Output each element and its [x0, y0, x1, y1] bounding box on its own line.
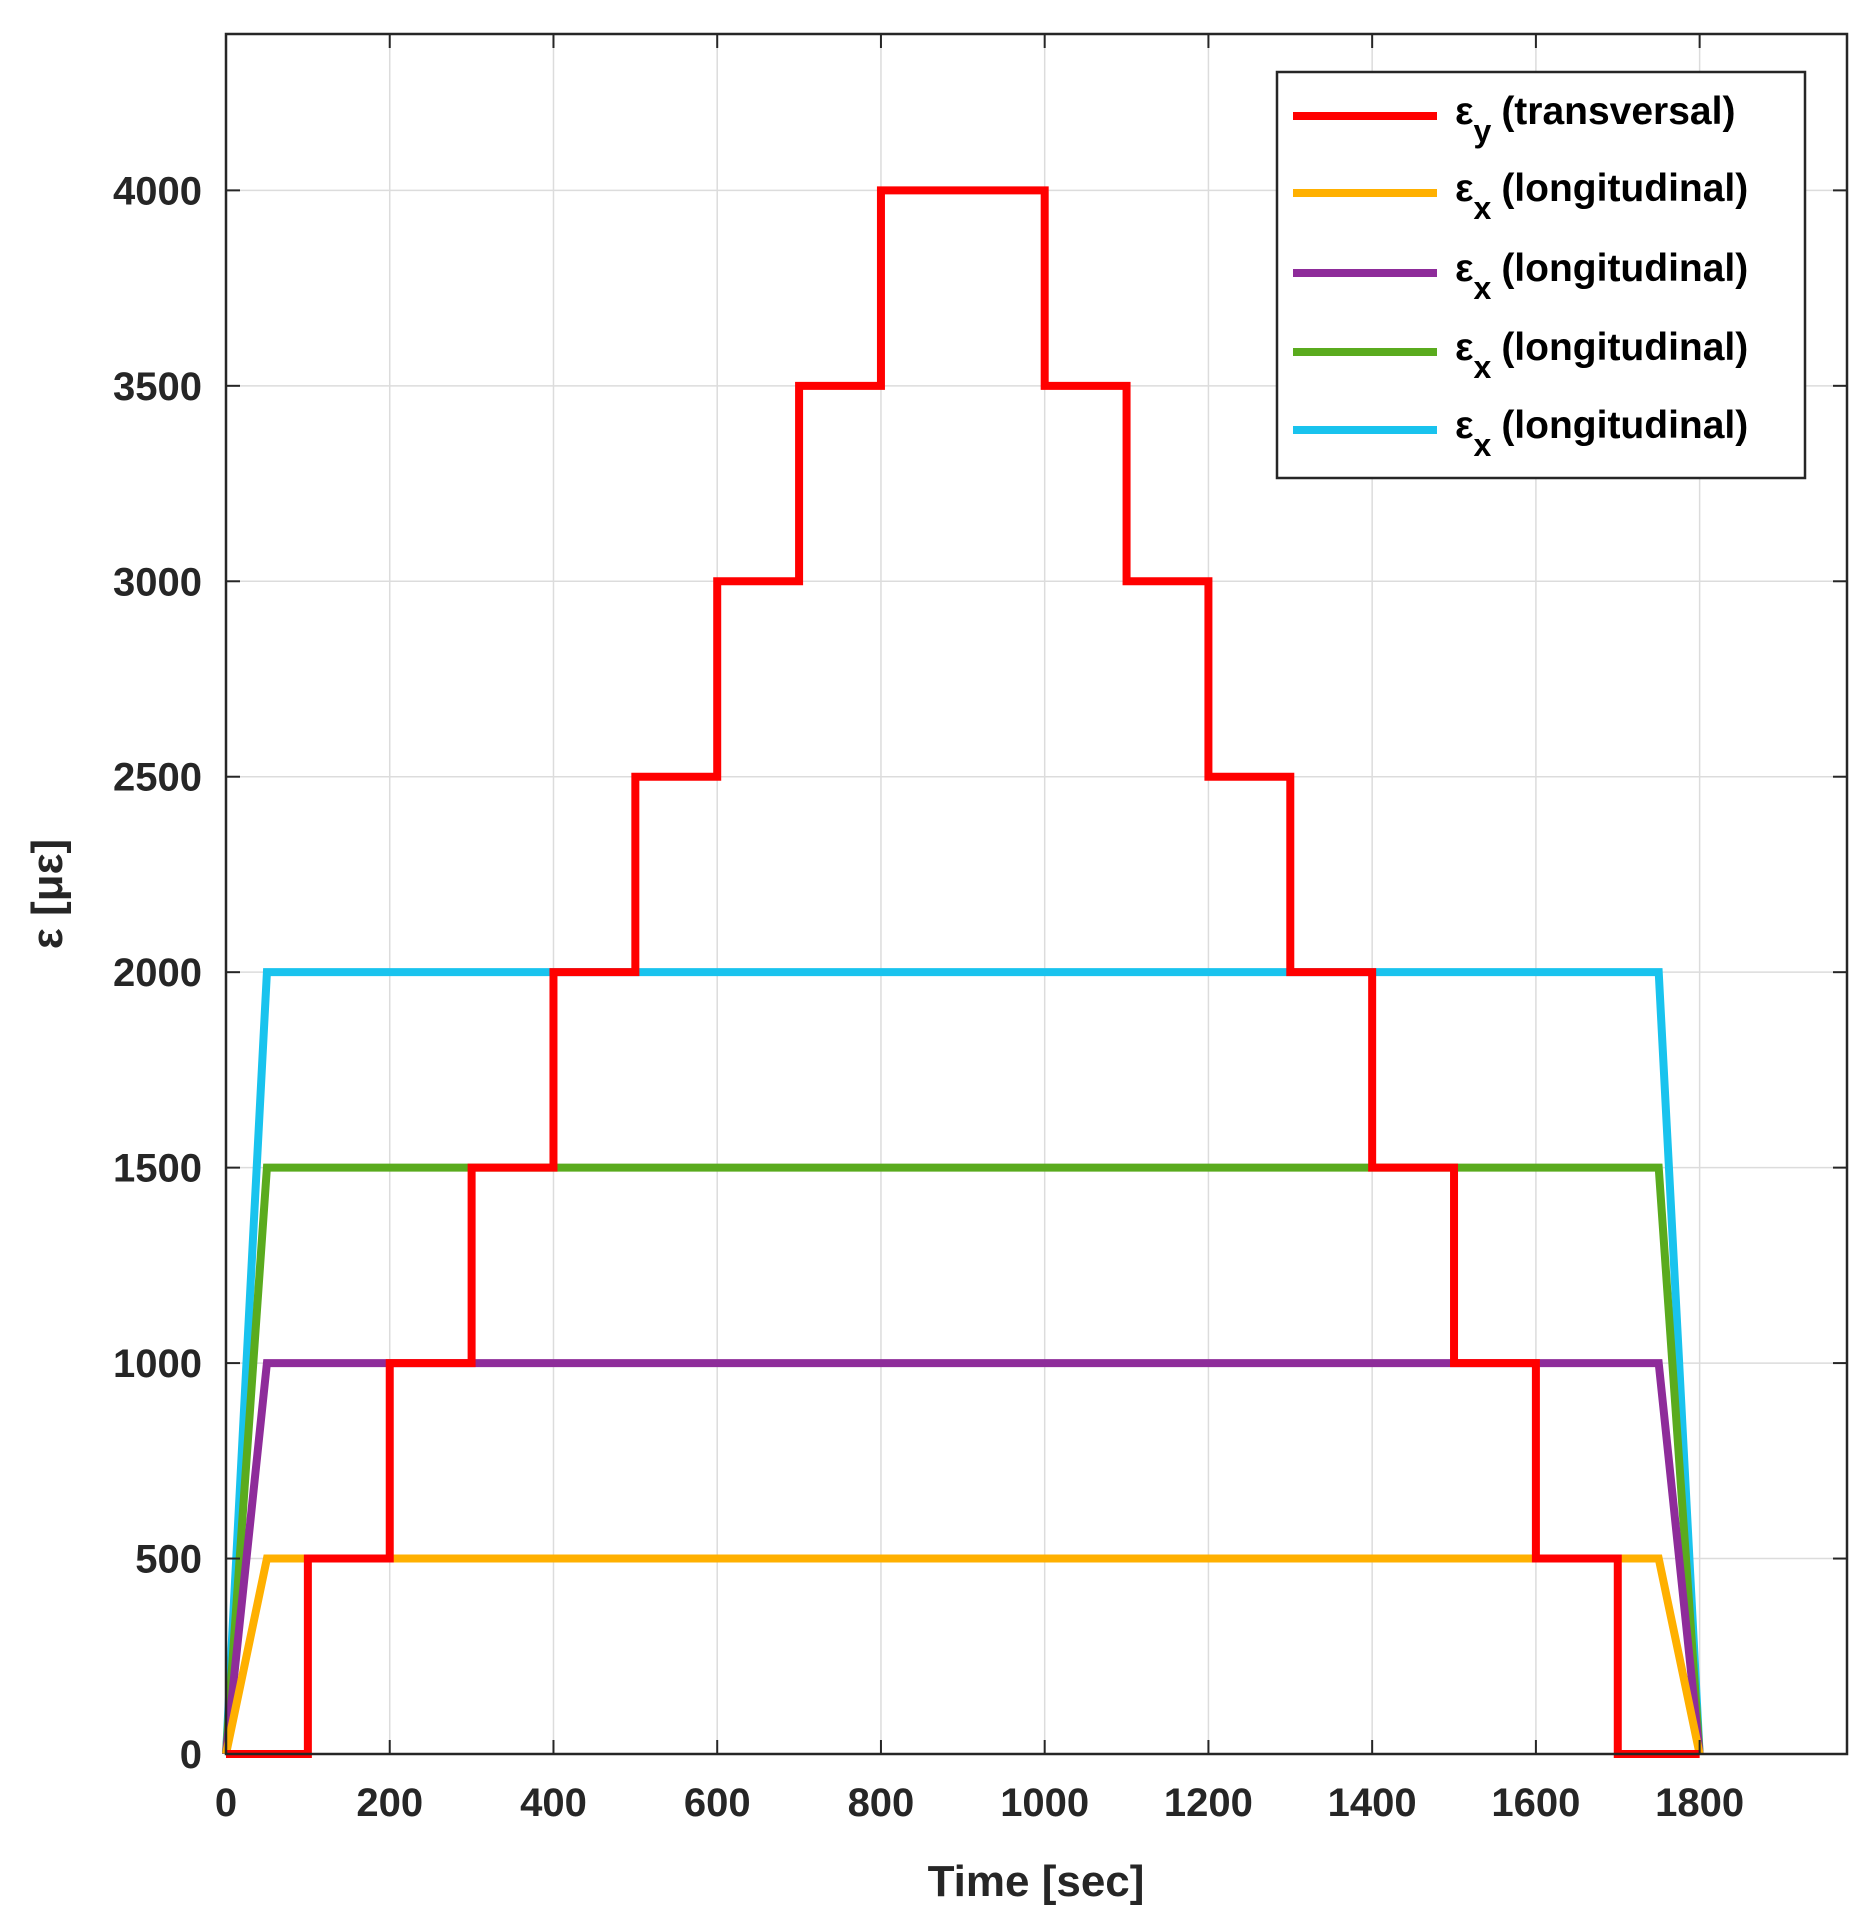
x-tick-label: 0	[215, 1781, 237, 1825]
y-tick-label: 0	[180, 1733, 202, 1777]
y-tick-label: 3500	[113, 365, 202, 409]
x-tick-label: 200	[356, 1781, 423, 1825]
x-tick-label: 400	[520, 1781, 587, 1825]
legend-entry-5: εx (longitudinal)	[1455, 404, 1748, 463]
x-tick-label: 800	[848, 1781, 915, 1825]
legend-entry-3: εx (longitudinal)	[1455, 247, 1748, 306]
x-tick-label: 1000	[1000, 1781, 1089, 1825]
plot-frame	[224, 32, 1849, 1756]
axis-ticks	[225, 34, 1847, 1755]
y-tick-label: 1000	[113, 1342, 202, 1386]
series-line-4	[222, 1163, 1704, 1755]
x-tick-label: 1800	[1655, 1781, 1744, 1825]
y-tick-label: 2500	[113, 756, 202, 800]
series-line-2	[222, 1554, 1704, 1755]
legend-entry-2: εx (longitudinal)	[1455, 167, 1748, 226]
y-tick-label: 2000	[113, 951, 202, 995]
y-tick-label: 3000	[113, 560, 202, 604]
legend-entry-4: εx (longitudinal)	[1455, 326, 1748, 385]
series-layer	[222, 186, 1704, 1758]
x-axis-label: Time [sec]	[928, 1857, 1145, 1906]
y-axis-label: ε [με]	[23, 839, 72, 949]
legend: εy (transversal) εx (longitudinal) εx (longit…	[1275, 70, 1807, 480]
series-line-1	[226, 186, 1700, 1758]
series-line-5	[222, 968, 1704, 1755]
tick-labels: 0 200 400 600 800 1000 1200 1400 1600 1800 0 500 100…	[113, 169, 1744, 1825]
y-tick-label: 500	[135, 1538, 202, 1582]
x-tick-label: 1600	[1491, 1781, 1580, 1825]
x-tick-label: 600	[684, 1781, 751, 1825]
x-tick-label: 1200	[1164, 1781, 1253, 1825]
series-line-3	[222, 1359, 1704, 1755]
legend-entry-1: εy (transversal)	[1455, 90, 1735, 149]
y-tick-label: 1500	[113, 1147, 202, 1191]
y-tick-label: 4000	[113, 169, 202, 213]
x-tick-label: 1400	[1328, 1781, 1417, 1825]
